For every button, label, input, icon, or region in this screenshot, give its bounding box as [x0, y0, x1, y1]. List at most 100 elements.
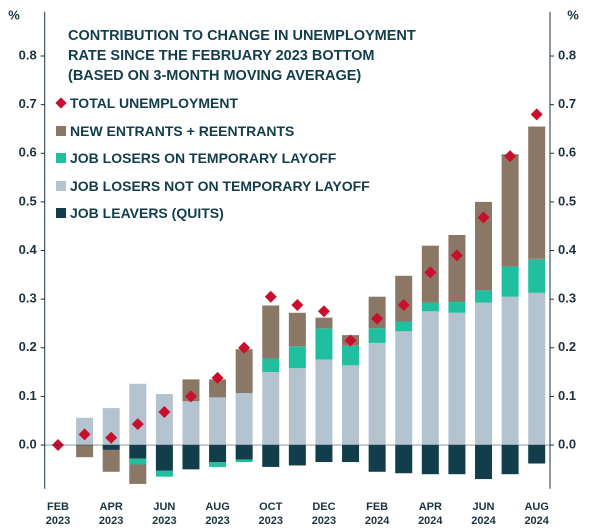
y-tick-label: 0.3: [19, 291, 37, 306]
y2-tick-label: 0.4: [558, 242, 577, 257]
y2-tick-label: 0.3: [558, 291, 576, 306]
bar-segment: [475, 290, 493, 303]
total-marker: [371, 312, 384, 325]
total-marker: [424, 266, 437, 279]
bar-segment: [475, 445, 493, 480]
y2-tick-label: 0.8: [558, 47, 576, 62]
x-tick-label: AUG 2023: [205, 501, 230, 527]
bar-segment: [129, 464, 147, 484]
bar-segment: [182, 401, 200, 446]
total-marker: [211, 371, 224, 384]
bar-segment: [288, 445, 306, 466]
total-marker: [184, 390, 197, 403]
bar-segment: [395, 445, 413, 474]
bar-segment: [235, 445, 253, 460]
bar-segment: [448, 445, 466, 475]
bar-segment: [475, 302, 493, 446]
legend-swatch: [56, 153, 66, 163]
bar-segment: [501, 445, 519, 475]
bar-segment: [368, 445, 386, 472]
bar-segment: [528, 445, 546, 464]
bar-segment: [262, 372, 280, 446]
x-tick-label: APR 2024: [418, 501, 443, 527]
y-tick-label: 0.4: [19, 242, 38, 257]
legend-item: JOB LEAVERS (QUITS): [56, 205, 224, 221]
y2-tick-label: 0.7: [558, 96, 576, 111]
bar-segment: [528, 258, 546, 293]
chart-title: CONTRIBUTION TO CHANGE IN UNEMPLOYMENT R…: [68, 28, 416, 84]
x-tick-label: FEB 2024: [364, 501, 390, 527]
bar-segment: [342, 365, 360, 446]
total-marker: [397, 298, 410, 311]
bar-segment: [448, 234, 466, 303]
bar-segment: [102, 408, 120, 446]
bar-segment: [288, 346, 306, 369]
y-tick-label: 0.2: [19, 339, 37, 354]
bar-segment: [342, 445, 360, 463]
legend-item: JOB LOSERS ON TEMPORARY LAYOFF: [56, 150, 336, 166]
bar-segment: [315, 359, 333, 446]
bar-segment: [129, 445, 147, 459]
legend-swatch: [56, 180, 66, 191]
total-marker: [238, 341, 251, 354]
bar-segment: [155, 470, 173, 477]
total-marker: [317, 305, 330, 318]
total-marker: [477, 211, 490, 224]
bar-segment: [421, 311, 439, 446]
y2-tick-label: 0.5: [558, 193, 576, 208]
total-marker: [504, 150, 517, 163]
y-tick-label: 0.5: [19, 193, 37, 208]
y2-tick-label: 0.0: [558, 436, 576, 451]
bar-segment: [182, 445, 200, 470]
bar-segment: [209, 445, 227, 463]
bar-segment: [102, 445, 120, 450]
bar-segment: [235, 393, 253, 446]
x-tick-label: AUG 2024: [524, 501, 549, 527]
total-marker: [105, 431, 118, 444]
total-marker: [530, 108, 543, 121]
y-tick-label: 0.6: [19, 145, 37, 160]
total-marker: [78, 428, 91, 441]
bar-segment: [395, 331, 413, 446]
y2-tick-label: 0.6: [558, 145, 576, 160]
bar-segment: [421, 302, 439, 312]
x-tick-label: DEC 2023: [311, 501, 337, 527]
bar-segment: [155, 445, 173, 471]
bar-segment: [209, 462, 227, 467]
bar-segment: [155, 393, 173, 446]
y2-axis-label: %: [567, 7, 579, 22]
bar-segment: [102, 449, 120, 472]
bar-segment: [395, 321, 413, 332]
bar-segment: [315, 317, 333, 329]
bar-segment: [475, 201, 493, 291]
y-tick-label: 0.8: [19, 47, 37, 62]
legend-swatch: [56, 125, 66, 136]
bar-segment: [262, 445, 280, 467]
bar-segment: [368, 328, 386, 343]
total-marker: [158, 405, 171, 418]
bar-segment: [501, 266, 519, 297]
bar-segment: [209, 397, 227, 446]
bar-segment: [235, 459, 253, 463]
bar-segment: [209, 379, 227, 398]
bar-segment: [315, 445, 333, 463]
bar-segment: [288, 368, 306, 446]
legend-item: JOB LOSERS NOT ON TEMPORARY LAYOFF: [56, 178, 370, 194]
bar-segment: [262, 305, 280, 359]
bar-segment: [528, 126, 546, 259]
bar-segment: [288, 312, 306, 347]
bar-segment: [368, 296, 386, 329]
y-tick-label: 0.1: [19, 388, 37, 403]
total-marker: [291, 298, 304, 311]
bar-segment: [342, 345, 360, 366]
bar-segment: [235, 349, 253, 394]
bar-segment: [501, 154, 519, 267]
bar-segment: [421, 445, 439, 475]
bar-segment: [448, 302, 466, 313]
y2-tick-label: 0.1: [558, 388, 576, 403]
bar-segment: [315, 328, 333, 360]
x-tick-label: JUN 2024: [471, 501, 496, 527]
bar-segment: [129, 458, 147, 465]
y-tick-label: 0.7: [19, 96, 37, 111]
x-tick-label: APR 2023: [98, 501, 124, 527]
